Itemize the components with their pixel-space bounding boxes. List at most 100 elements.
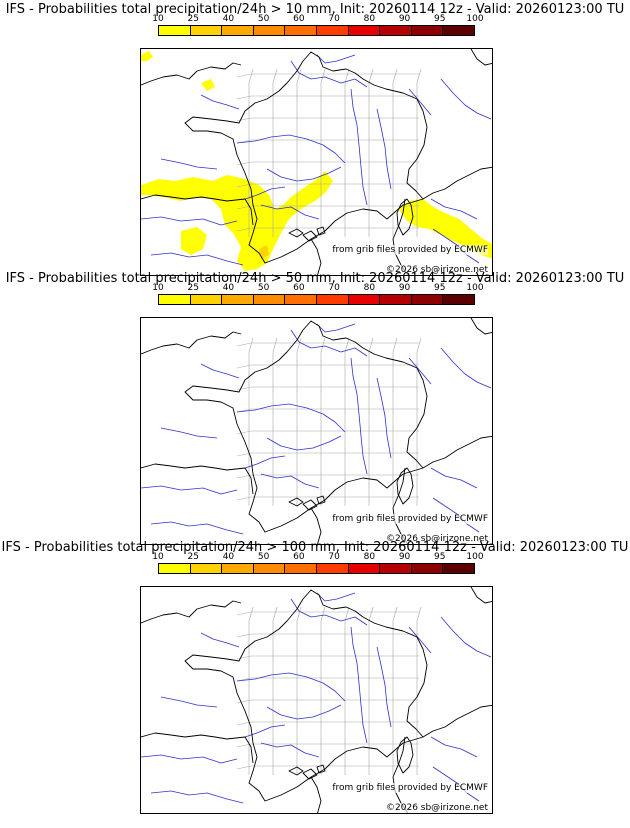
site-credit: ©2026 sb@irizone.net [386,803,488,813]
colorbar-segment [380,26,412,35]
river-line [376,646,392,728]
river-line [408,357,432,385]
colorbar-segment [285,564,317,573]
coastline [141,194,254,226]
colorbar-segment [443,295,474,304]
colorbar-segment [190,295,223,304]
river-line [244,724,286,738]
probability-colorbar [158,294,475,305]
coastline [310,238,322,275]
river-line [150,790,244,804]
department-border [248,337,254,506]
colorbar-tick-label: 25 [187,552,199,562]
department-border [320,606,326,775]
coastline [141,62,242,86]
colorbar-segment [285,26,317,35]
colorbar-segment [159,295,191,304]
river-line [141,754,238,764]
colorbar-tick-label: 10 [152,552,164,562]
river-line [408,626,432,654]
river-line [260,473,320,489]
river-line [350,626,368,744]
coastline [422,435,492,469]
colorbar-tick-label: 10 [152,283,164,293]
colorbar-segment [316,26,349,35]
river-line [266,166,342,182]
river-line [236,672,346,702]
river-line [350,88,368,206]
department-border [236,161,419,166]
colorbar-tick-label: 90 [398,14,411,24]
river-line [150,252,244,266]
colorbar-segment [316,295,349,304]
island-coastline [316,495,326,505]
department-border [320,68,326,237]
department-border [344,606,350,775]
river-line [350,357,368,475]
colorbar-tick-label: 25 [187,283,199,293]
colorbar-segment [380,295,412,304]
river-line [141,216,238,226]
coastline [141,331,242,355]
department-border [344,68,350,237]
forecast-panel-100mm: IFS - Probabilities total precipitation/… [0,538,630,814]
river-line [376,108,392,190]
river-line [200,94,240,110]
colorbar-tick-label: 100 [466,14,484,24]
river-line [236,134,346,164]
river-line [290,329,368,357]
river-line [266,704,342,720]
department-border [296,606,302,775]
department-border [416,337,422,506]
department-border [272,68,278,237]
island-coastline [288,497,304,507]
department-border [236,633,419,638]
island-coastline [302,499,318,511]
colorbar-segment [411,26,444,35]
colorbar-segment [159,564,191,573]
department-border [236,95,419,100]
island-coastline [302,768,318,780]
colorbar-segment [253,295,286,304]
department-border [236,183,419,188]
colorbar-tick-label: 40 [222,552,235,562]
probability-colorbar [158,563,475,574]
river-line [244,455,286,469]
colorbar-tick-label: 50 [257,552,270,562]
river-line [430,198,478,220]
department-border [368,68,374,237]
river-line [236,403,346,433]
coastline [422,166,492,200]
colorbar-tick-label: 60 [293,283,305,293]
country-border [184,51,428,264]
colorbar-tick-label: 80 [363,283,376,293]
coastline [470,318,492,335]
panel-title: IFS - Probabilities total precipitation/… [5,271,625,286]
river-line [316,592,356,602]
department-border [236,386,419,391]
corsica-coastline [396,467,414,505]
river-line [244,186,286,200]
panel-title: IFS - Probabilities total precipitation/… [1,540,629,555]
colorbar-segment [316,564,349,573]
river-line [150,521,244,535]
department-border [236,743,419,748]
river-line [260,742,320,758]
precipitation-map: from grib files provided by ECMWF ©2026 … [140,317,493,545]
colorbar-tick-label: 100 [466,283,484,293]
colorbar-segment [443,26,474,35]
department-border [272,606,278,775]
department-border [272,337,278,506]
river-line [200,632,240,648]
river-line [141,485,238,495]
island-coastline [288,766,304,776]
colorbar-tick-label: 80 [363,14,376,24]
colorbar-tick-label: 90 [398,552,411,562]
colorbar-tick-label: 10 [152,14,164,24]
river-line [316,323,356,333]
department-border [236,677,419,682]
colorbar-tick-label: 100 [466,552,484,562]
department-border [236,73,419,78]
colorbar-tick-label: 95 [434,552,446,562]
department-border [344,337,350,506]
